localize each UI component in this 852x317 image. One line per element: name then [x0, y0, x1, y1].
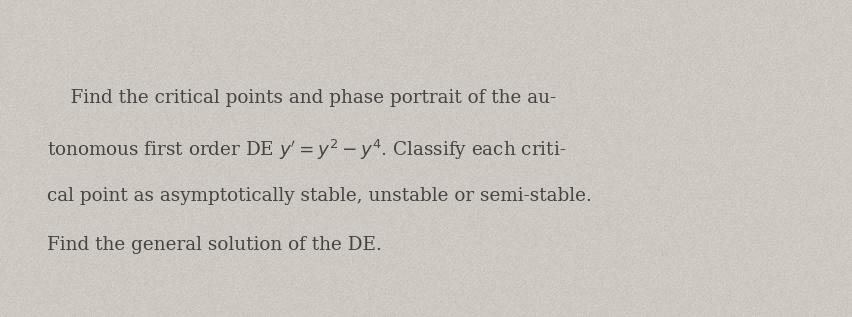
Text: Find the critical points and phase portrait of the au-: Find the critical points and phase portr… — [47, 89, 556, 107]
Text: cal point as asymptotically stable, unstable or semi-stable.: cal point as asymptotically stable, unst… — [47, 187, 592, 205]
Text: tonomous first order DE $y' = y^2 - y^4$. Classify each criti-: tonomous first order DE $y' = y^2 - y^4$… — [47, 138, 567, 162]
Text: Find the general solution of the DE.: Find the general solution of the DE. — [47, 236, 382, 254]
